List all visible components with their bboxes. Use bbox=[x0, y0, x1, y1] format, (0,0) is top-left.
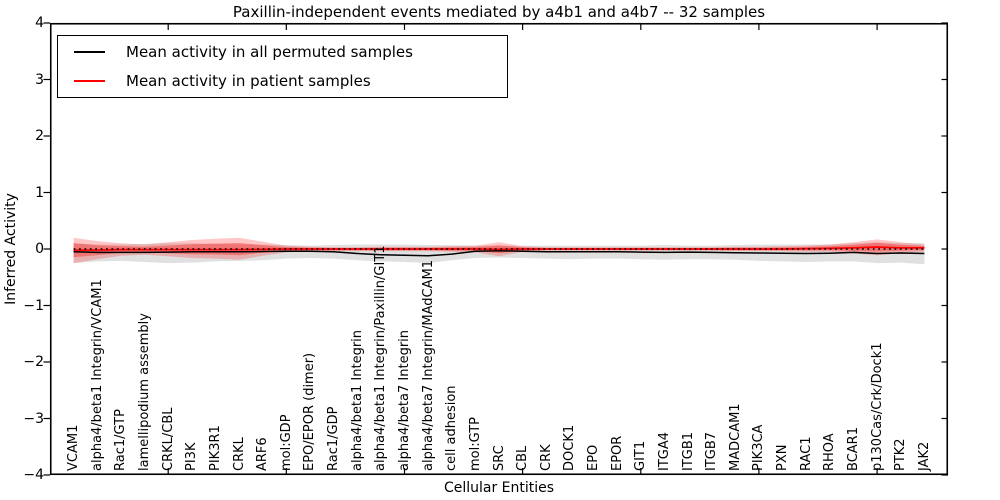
permuted-line-swatch bbox=[74, 51, 105, 53]
x-tick-label: Rac1/GTP bbox=[113, 409, 129, 471]
legend-label: Mean activity in patient samples bbox=[126, 72, 371, 90]
x-tick-label: BCAR1 bbox=[845, 427, 861, 471]
y-tick-label: 0 bbox=[35, 241, 44, 257]
x-tick-label: MADCAM1 bbox=[727, 403, 743, 471]
x-tick-label: PIK3CA bbox=[751, 424, 767, 471]
x-tick-label: mol:GDP bbox=[278, 414, 294, 471]
x-tick-label: EPO bbox=[586, 444, 602, 471]
x-tick-label: PIK3R1 bbox=[207, 425, 223, 471]
y-tick-label: −2 bbox=[23, 354, 44, 370]
x-tick-label: alpha4/beta1 Integrin/Paxillin/GIT1 bbox=[373, 245, 389, 471]
x-tick-label: CRKL bbox=[231, 437, 247, 471]
y-tick-label: 3 bbox=[35, 71, 44, 88]
y-tick-label: −4 bbox=[23, 467, 44, 483]
x-tick-label: cell adhesion bbox=[444, 385, 460, 471]
x-tick-label: GIT1 bbox=[633, 440, 649, 471]
x-tick-label: CRK bbox=[538, 444, 554, 471]
x-tick-label: SRC bbox=[491, 445, 507, 471]
y-tick-label: 2 bbox=[35, 128, 44, 144]
permuted-samples-range-band bbox=[73, 242, 925, 265]
x-tick-label: DOCK1 bbox=[562, 424, 578, 471]
x-tick-label: Rac1/GDP bbox=[326, 406, 342, 471]
x-tick-label: ARF6 bbox=[255, 437, 271, 471]
x-tick-label: mol:GTP bbox=[467, 417, 483, 471]
plot-border bbox=[49, 22, 949, 476]
y-tick-label: −3 bbox=[23, 410, 44, 427]
x-tick-label: PXN bbox=[775, 444, 791, 471]
y-tick-label: 4 bbox=[35, 15, 44, 31]
x-tick-label: JAK2 bbox=[916, 441, 932, 471]
x-tick-label: RAC1 bbox=[798, 436, 814, 471]
x-tick-label: alpha4/beta7 Integrin bbox=[396, 329, 412, 471]
x-tick-label: PTK2 bbox=[893, 438, 909, 471]
x-tick-label: EPO/EPOR (dimer) bbox=[302, 352, 318, 471]
x-tick-label: ITGB1 bbox=[680, 431, 696, 471]
x-tick-label: lamellipodium assembly bbox=[137, 313, 153, 471]
x-tick-label: alpha4/beta1 Integrin bbox=[349, 329, 365, 471]
patient-line-swatch bbox=[74, 80, 105, 82]
legend-label: Mean activity in all permuted samples bbox=[126, 43, 413, 61]
chart-title: Paxillin-independent events mediated by … bbox=[232, 3, 766, 21]
legend-entry-permuted: Mean activity in all permuted samples bbox=[58, 41, 413, 63]
x-tick-label: alpha4/beta7 Integrin/MAdCAM1 bbox=[420, 260, 436, 471]
legend: Mean activity in all permuted samples Me… bbox=[57, 35, 508, 98]
x-tick-label: VCAM1 bbox=[66, 424, 82, 471]
x-tick-label: PI3K bbox=[184, 442, 200, 471]
x-tick-label: ITGA4 bbox=[656, 431, 672, 471]
y-tick-label: 1 bbox=[35, 184, 44, 201]
x-tick-label: p130Cas/Crk/Dock1 bbox=[869, 342, 885, 471]
x-tick-label: CRKL/CBL bbox=[160, 407, 176, 472]
permuted-mean-line bbox=[73, 249, 925, 257]
x-tick-label: EPOR bbox=[609, 435, 625, 471]
legend-entry-patient: Mean activity in patient samples bbox=[58, 70, 371, 92]
x-tick-label: RHOA bbox=[822, 433, 838, 471]
x-axis-label: Cellular Entities bbox=[443, 480, 555, 496]
x-tick-label: CBL bbox=[515, 445, 531, 471]
y-tick-label: −1 bbox=[23, 297, 44, 314]
x-tick-label: alpha4/beta1 Integrin/VCAM1 bbox=[89, 279, 105, 471]
x-tick-label: ITGB7 bbox=[704, 431, 720, 471]
